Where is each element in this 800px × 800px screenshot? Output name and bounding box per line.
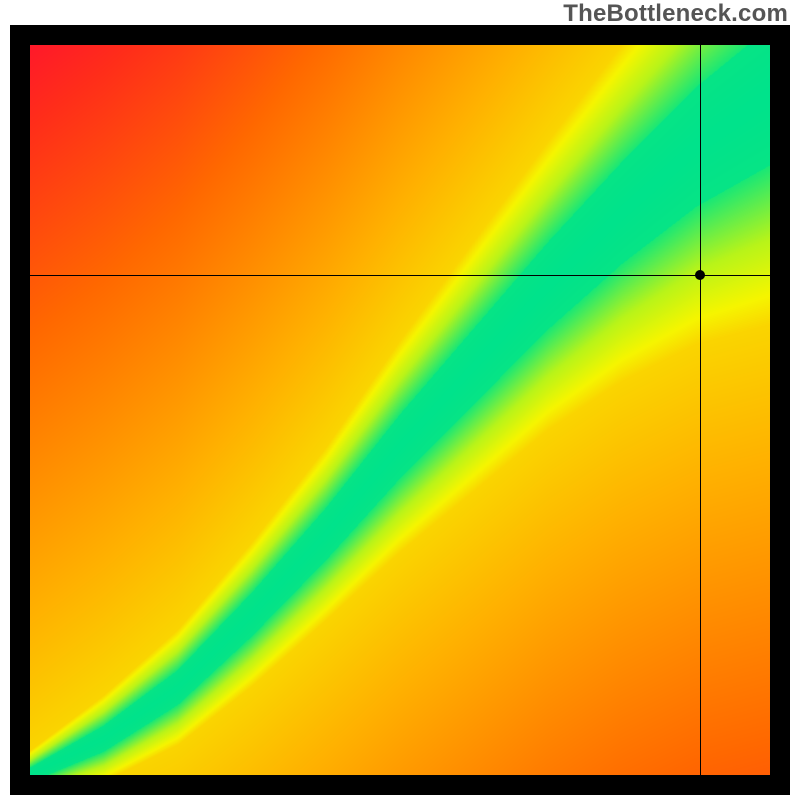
heatmap-canvas <box>30 45 770 775</box>
plot-area <box>30 45 770 775</box>
plot-frame <box>10 25 790 795</box>
crosshair-marker <box>695 270 705 280</box>
crosshair-vertical <box>700 45 701 775</box>
watermark-text: TheBottleneck.com <box>563 0 788 28</box>
crosshair-horizontal <box>30 275 770 276</box>
root-container: TheBottleneck.com <box>0 0 800 800</box>
